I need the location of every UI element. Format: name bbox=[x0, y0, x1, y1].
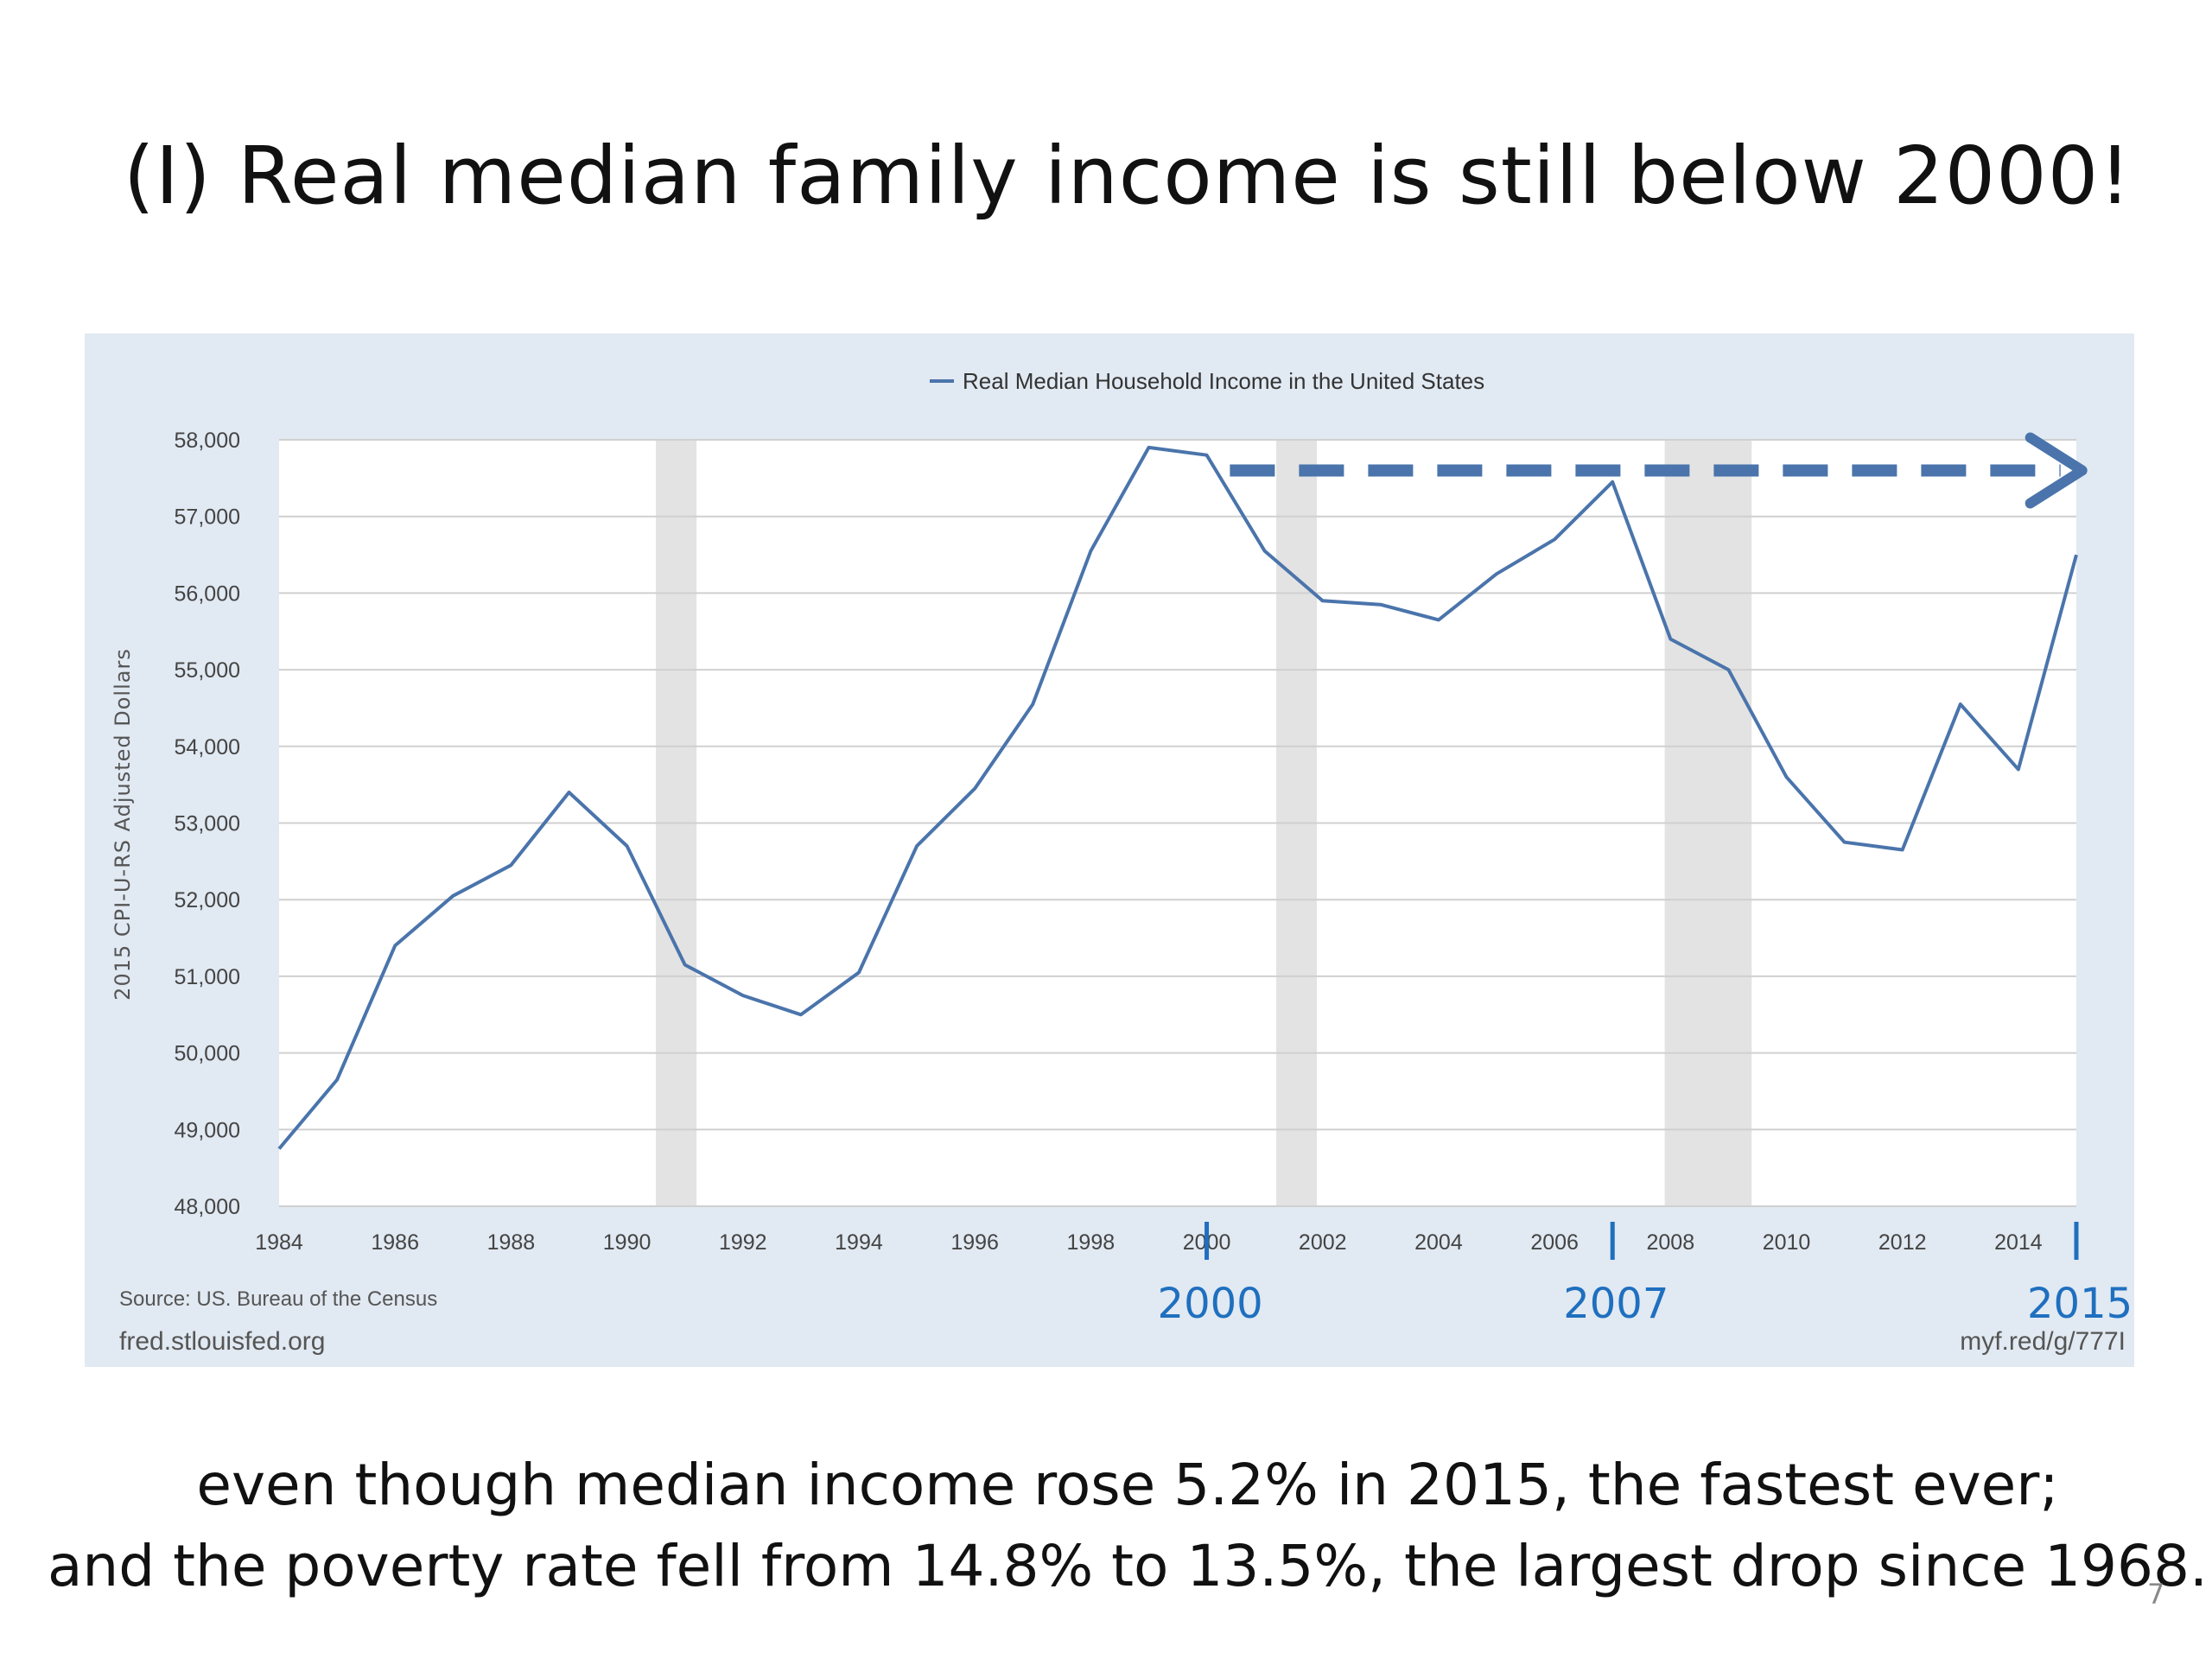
chart-svg: 48,000 49,000 50,000 51,000 52,000 53,000 54,0… bbox=[111, 368, 2088, 1260]
x-tick-label: 2008 bbox=[1647, 1230, 1695, 1255]
reference-arrow-head bbox=[2024, 432, 2088, 509]
y-tick-label: 54,000 bbox=[175, 735, 240, 760]
y-tick-label: 51,000 bbox=[175, 965, 240, 989]
x-tick-label: 1986 bbox=[371, 1230, 419, 1255]
y-tick-label: 50,000 bbox=[175, 1042, 240, 1066]
x-tick-label: 1998 bbox=[1067, 1230, 1116, 1255]
x-tick-label: 2012 bbox=[1878, 1230, 1927, 1255]
annotation-markers bbox=[1205, 1222, 2079, 1260]
series-line bbox=[277, 445, 2078, 1150]
x-tick-label: 2006 bbox=[1530, 1230, 1579, 1255]
annotation-2007: 2007 bbox=[1563, 1280, 1669, 1328]
x-tick-label: 2010 bbox=[1763, 1230, 1811, 1255]
source-note: Source: US. Bureau of the Census bbox=[119, 1287, 438, 1311]
x-tick-label: 2014 bbox=[1994, 1230, 2043, 1255]
y-tick-label: 53,000 bbox=[175, 812, 240, 836]
x-tick-label: 1990 bbox=[603, 1230, 652, 1255]
x-tick-label: 2002 bbox=[1299, 1230, 1347, 1255]
reference-arrow-group bbox=[1230, 432, 2088, 509]
fred-site-link[interactable]: fred.stlouisfed.org bbox=[119, 1327, 326, 1356]
y-tick-label: 48,000 bbox=[175, 1195, 240, 1219]
y-axis-label: 2015 CPI-U-RS Adjusted Dollars bbox=[111, 648, 135, 1001]
x-tick-label: 1994 bbox=[835, 1230, 883, 1255]
y-tick-label: 57,000 bbox=[175, 505, 240, 530]
series-line-group bbox=[277, 445, 2078, 1150]
y-tick-label: 56,000 bbox=[175, 582, 240, 606]
annotation-2015: 2015 bbox=[2027, 1280, 2133, 1328]
legend: Real Median Household Income in the Unit… bbox=[930, 368, 1484, 394]
y-tick-labels: 48,000 49,000 50,000 51,000 52,000 53,000 54,0… bbox=[175, 429, 240, 1219]
y-tick-label: 52,000 bbox=[175, 888, 240, 912]
caption-line-1: even though median income rose 5.2% in 2… bbox=[196, 1452, 2059, 1518]
x-tick-label: 1988 bbox=[487, 1230, 536, 1255]
x-tick-label: 1996 bbox=[950, 1230, 999, 1255]
y-tick-label: 58,000 bbox=[175, 429, 240, 453]
x-tick-label: 1992 bbox=[719, 1230, 767, 1255]
annotation-2000: 2000 bbox=[1157, 1280, 1263, 1328]
x-tick-labels: 1984198619881990199219941996199820002002… bbox=[255, 1230, 2043, 1255]
y-tick-label: 55,000 bbox=[175, 658, 240, 683]
legend-label: Real Median Household Income in the Unit… bbox=[963, 368, 1484, 394]
x-tick-label: 1984 bbox=[255, 1230, 303, 1255]
chart-panel: 48,000 49,000 50,000 51,000 52,000 53,000 54,0… bbox=[85, 334, 2134, 1367]
y-tick-label: 49,000 bbox=[175, 1118, 240, 1142]
caption-line-2: and the poverty rate fell from 14.8% to … bbox=[47, 1533, 2209, 1599]
x-tick-label: 2004 bbox=[1414, 1230, 1463, 1255]
page-number: 7 bbox=[2147, 1578, 2165, 1611]
gridlines bbox=[279, 439, 2076, 1207]
slide-title: (I) Real median family income is still b… bbox=[123, 130, 2133, 222]
short-link[interactable]: myf.red/g/777I bbox=[1960, 1327, 2126, 1356]
